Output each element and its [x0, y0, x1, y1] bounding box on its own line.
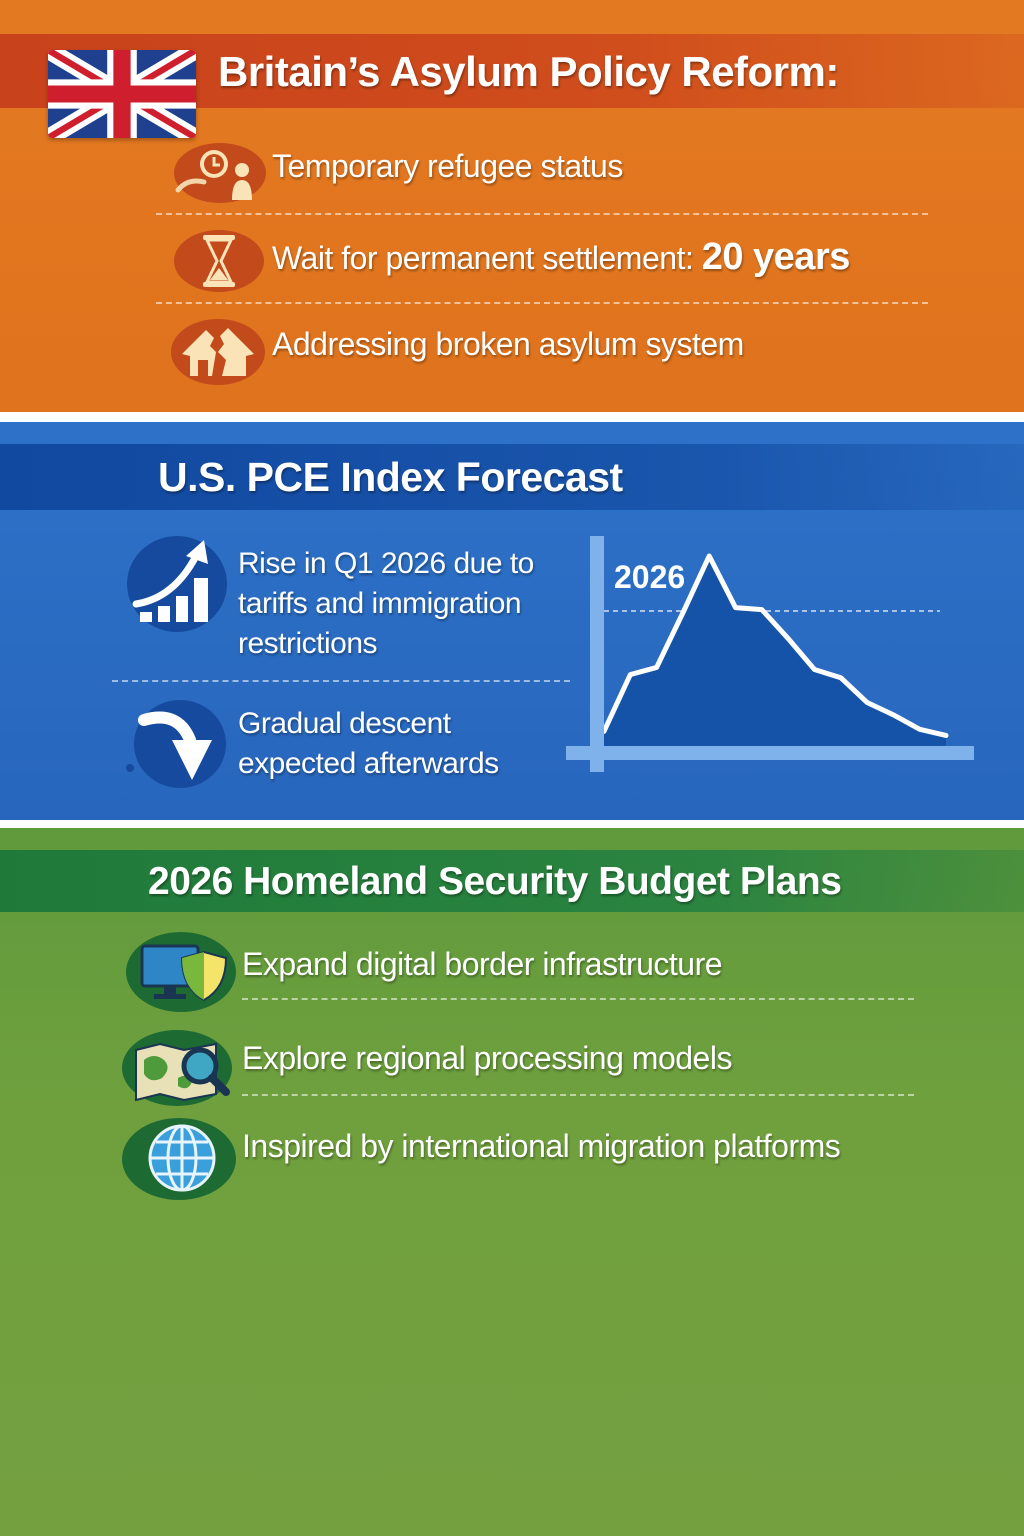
asylum-section: Britain’s Asylum Policy Reform: Temporar…	[0, 0, 1024, 412]
pce-descent-line: expected afterwards	[238, 747, 499, 780]
chart-area	[604, 556, 946, 752]
divider	[156, 213, 928, 215]
down-arrow-icon	[124, 696, 230, 797]
section-divider	[0, 820, 1024, 828]
divider	[242, 998, 914, 1000]
pce-descent-line: Gradual descent	[238, 707, 451, 740]
settlement-wait-years: 20 years	[701, 236, 851, 278]
section-divider	[0, 412, 1024, 422]
uk-flag-icon	[48, 50, 196, 138]
pce-rise-text: Rise in Q1 2026 due to tariffs and immig…	[238, 544, 534, 664]
divider	[112, 680, 570, 682]
pce-title-band	[0, 444, 1024, 510]
regional-processing-text: Explore regional processing models	[242, 1040, 732, 1076]
digital-border-text: Expand digital border infrastructure	[242, 946, 723, 982]
map-magnifier-icon	[120, 1028, 234, 1113]
homeland-section: 2026 Homeland Security Budget Plans Expa…	[0, 828, 1024, 1536]
chart-y-axis	[590, 536, 604, 772]
pce-rise-line: restrictions	[238, 627, 378, 660]
divider	[156, 302, 928, 304]
asylum-title: Britain’s Asylum Policy Reform:	[218, 48, 839, 95]
temporary-status-text: Temporary refugee status	[272, 148, 623, 184]
pce-rise-line: Rise in Q1 2026 due to	[238, 547, 534, 580]
settlement-wait-text: Wait for permanent settlement: 20 years	[272, 236, 850, 279]
pce-section: U.S. PCE Index Forecast Rise in Q1 2026 …	[0, 422, 1024, 820]
chart-x-axis	[566, 746, 974, 760]
chart-series-line	[601, 553, 949, 738]
rising-bars-arrow-icon	[124, 532, 230, 641]
homeland-title: 2026 Homeland Security Budget Plans	[148, 860, 842, 903]
broken-house-icon	[168, 314, 268, 393]
pce-rise-line: tariffs and immigration	[238, 587, 522, 620]
pce-descent-text: Gradual descent expected afterwards	[238, 704, 499, 784]
chart-year-label: 2026	[614, 559, 685, 595]
globe-icon	[120, 1116, 238, 1207]
settlement-wait-label: Wait for permanent settlement:	[272, 240, 694, 276]
monitor-shield-icon	[124, 930, 238, 1019]
divider	[242, 1094, 914, 1096]
homeland-title-band	[0, 850, 1024, 912]
pce-forecast-chart: 2026	[566, 536, 974, 772]
hourglass-icon	[172, 228, 266, 299]
pce-title: U.S. PCE Index Forecast	[158, 454, 623, 500]
broken-system-text: Addressing broken asylum system	[272, 326, 744, 362]
clock-person-icon	[170, 140, 268, 211]
international-platforms-text: Inspired by international migration plat…	[242, 1128, 841, 1164]
